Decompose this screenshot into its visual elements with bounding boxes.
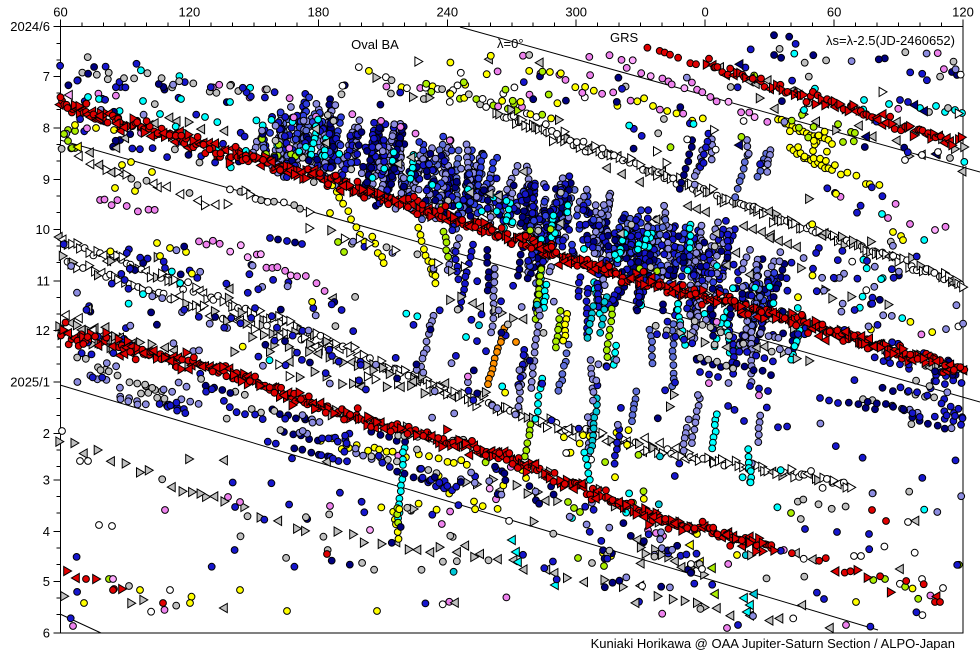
svg-text:λs=λ-2.5(JD-2460652): λs=λ-2.5(JD-2460652)	[826, 33, 955, 48]
svg-text:3: 3	[43, 473, 50, 488]
svg-text:5: 5	[43, 574, 50, 589]
svg-text:180: 180	[308, 5, 330, 20]
svg-text:GRS: GRS	[610, 30, 639, 45]
svg-text:Oval BA: Oval BA	[351, 37, 399, 52]
svg-text:λ=0°: λ=0°	[497, 36, 524, 51]
svg-text:2025/1: 2025/1	[10, 375, 50, 390]
svg-text:240: 240	[436, 5, 458, 20]
svg-text:300: 300	[565, 5, 587, 20]
svg-text:2024/6: 2024/6	[10, 19, 50, 34]
svg-text:0: 0	[701, 5, 708, 20]
svg-text:Kuniaki Horikawa @ OAA Jupiter: Kuniaki Horikawa @ OAA Jupiter-Saturn Se…	[591, 636, 955, 650]
svg-text:6: 6	[43, 625, 50, 640]
svg-text:2: 2	[43, 426, 50, 441]
svg-text:4: 4	[43, 524, 50, 539]
svg-text:10: 10	[36, 222, 50, 237]
svg-text:60: 60	[827, 5, 841, 20]
svg-text:8: 8	[43, 121, 50, 136]
svg-text:7: 7	[43, 69, 50, 84]
svg-text:60: 60	[53, 5, 67, 20]
svg-text:9: 9	[43, 172, 50, 187]
svg-text:120: 120	[179, 5, 201, 20]
svg-text:11: 11	[37, 273, 51, 288]
svg-text:120: 120	[952, 5, 974, 20]
svg-text:12: 12	[36, 323, 50, 338]
